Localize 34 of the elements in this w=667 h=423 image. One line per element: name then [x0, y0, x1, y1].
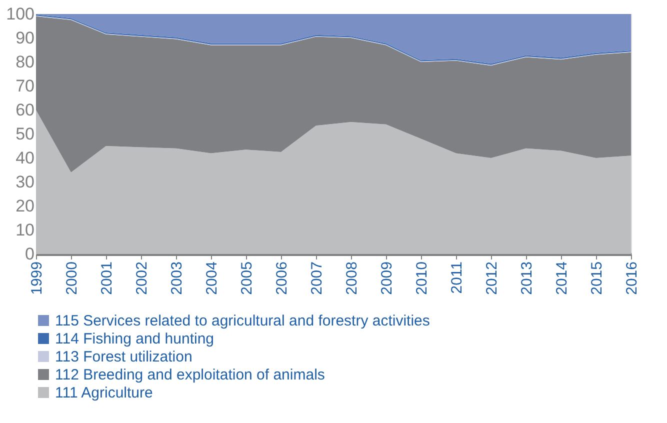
- x-tick-label: 2006: [274, 262, 290, 295]
- x-tick-label: 2015: [588, 262, 606, 295]
- y-tick-label: 0: [25, 244, 34, 264]
- legend-label: 112 Breeding and exploitation of animals: [55, 366, 325, 384]
- legend-label: 114 Fishing and hunting: [55, 330, 214, 348]
- x-tick-label: 2016: [624, 262, 640, 295]
- x-tick-label: 2011: [448, 262, 466, 294]
- y-tick-label: 50: [16, 124, 34, 144]
- y-tick-label: 100: [6, 4, 34, 24]
- legend-label: 113 Forest utilization: [55, 348, 192, 366]
- y-tick-label: 60: [16, 100, 34, 120]
- legend-label: 111 Agriculture: [55, 384, 153, 402]
- x-tick-label: 2004: [204, 262, 220, 295]
- x-tick-label: 2003: [168, 262, 186, 295]
- x-tick-label: 2014: [554, 262, 570, 295]
- x-tick-label: 2001: [98, 262, 116, 295]
- x-tick-label: 2002: [134, 262, 150, 295]
- x-tick-label: 1999: [28, 262, 46, 295]
- x-tick-label: 2008: [344, 262, 360, 295]
- legend-label: 115 Services related to agricultural and forestry activities: [55, 312, 430, 330]
- x-tick-label: 2012: [484, 262, 500, 295]
- x-tick-label: 2013: [518, 262, 536, 295]
- x-tick-label: 2005: [238, 262, 256, 295]
- y-tick-label: 90: [16, 28, 34, 48]
- y-tick-label: 40: [16, 148, 34, 168]
- y-tick-label: 30: [16, 172, 34, 192]
- x-tick-label: 2000: [64, 262, 80, 295]
- y-tick-label: 70: [16, 76, 34, 96]
- y-tick-label: 20: [16, 196, 34, 216]
- y-tick-label: 80: [16, 52, 34, 72]
- x-tick-label: 2007: [308, 262, 326, 295]
- x-tick-label: 2009: [378, 262, 396, 295]
- x-tick-label: 2010: [414, 262, 430, 295]
- y-tick-label: 10: [16, 220, 34, 240]
